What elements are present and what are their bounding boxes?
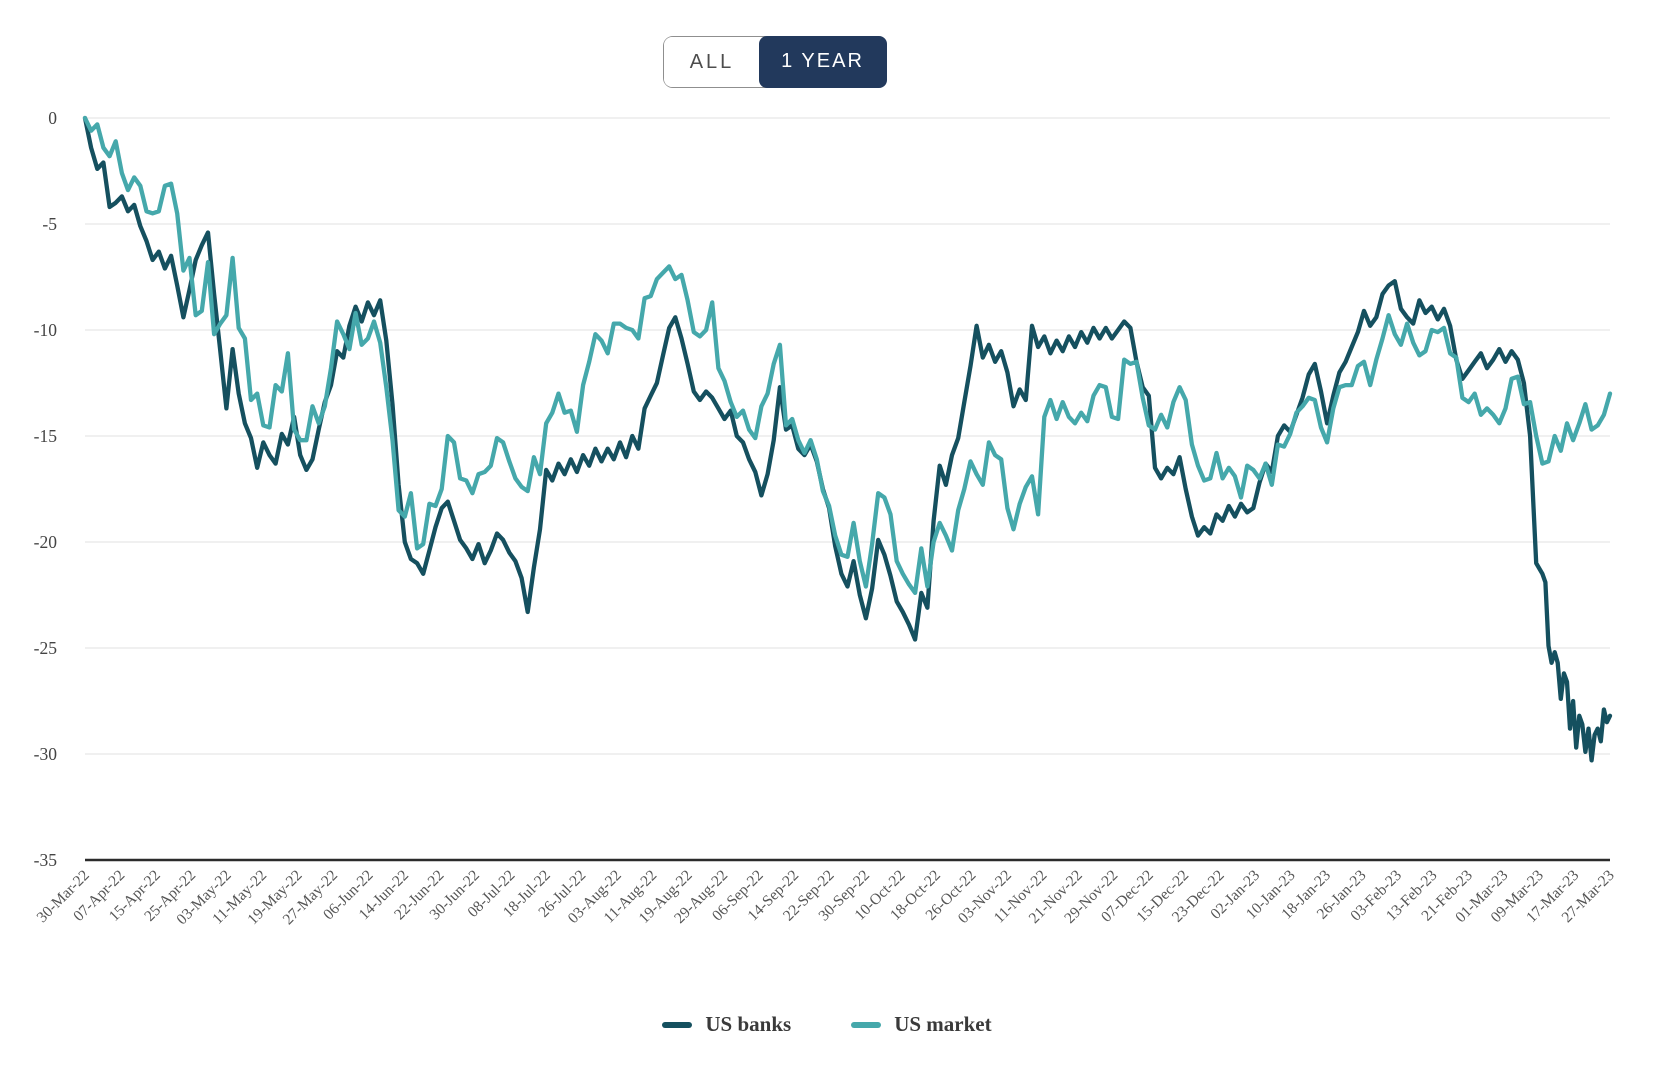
legend-label: US market xyxy=(894,1012,992,1036)
y-axis-tick-labels: 0 -5 -10 -15 -20 -25 -30 -35 xyxy=(34,108,58,870)
range-toggle: ALL 1 YEAR xyxy=(663,35,887,88)
series-line-us-banks xyxy=(82,115,1613,763)
gridlines xyxy=(85,117,1610,862)
svg-text:-15: -15 xyxy=(34,426,58,446)
range-toggle-1year-button[interactable]: 1 YEAR xyxy=(758,35,887,88)
range-toggle-all-button[interactable]: ALL xyxy=(664,37,760,87)
chart-legend: US banks US market xyxy=(0,1012,1654,1037)
svg-text:-35: -35 xyxy=(34,850,58,870)
us-market-line-swatch-icon xyxy=(851,1021,882,1028)
series-line-us-market xyxy=(82,115,1613,596)
svg-text:-25: -25 xyxy=(34,638,58,658)
x-axis-tick-labels: 30-Mar-2207-Apr-2215-Apr-2225-Apr-2203-M… xyxy=(34,867,1618,929)
svg-text:-30: -30 xyxy=(34,744,58,764)
legend-item-us-banks[interactable]: US banks xyxy=(662,1012,791,1037)
us-banks-line-swatch-icon xyxy=(662,1021,693,1028)
series-lines xyxy=(82,115,1613,763)
svg-text:-5: -5 xyxy=(42,214,57,234)
svg-text:0: 0 xyxy=(48,108,57,128)
svg-text:-20: -20 xyxy=(34,532,58,552)
legend-item-us-market[interactable]: US market xyxy=(851,1012,992,1037)
legend-label: US banks xyxy=(705,1012,792,1036)
svg-text:-10: -10 xyxy=(34,320,58,340)
